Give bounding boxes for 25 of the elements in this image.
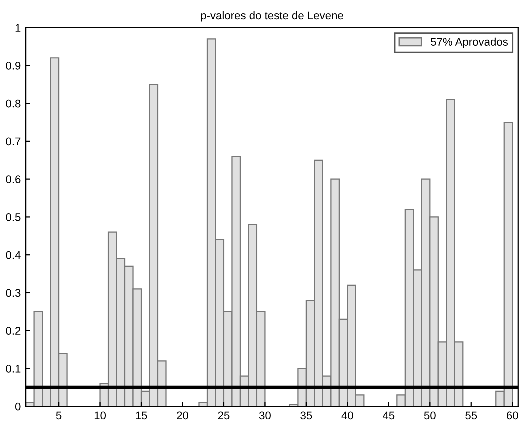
y-tick-label: 0.7 xyxy=(6,138,21,146)
x-tick-label: 50 xyxy=(424,412,436,420)
x-tick-label: 55 xyxy=(466,412,478,420)
chart-title: p-valores do teste de Levene xyxy=(201,11,344,22)
x-tick-label: 10 xyxy=(94,412,106,420)
y-tick-label: 0 xyxy=(15,402,21,411)
x-tick-label: 60 xyxy=(507,412,518,420)
y-tick-label: 0.9 xyxy=(6,62,21,70)
y-tick-label: 1 xyxy=(16,24,21,32)
y-tick-label: 0.5 xyxy=(6,213,21,222)
x-tick-label: 30 xyxy=(259,412,271,420)
y-tick-label: 0.6 xyxy=(6,176,21,184)
x-tick-label: 25 xyxy=(218,412,230,420)
x-tick-label: 40 xyxy=(342,412,354,420)
y-tick-label: 0.2 xyxy=(6,327,21,335)
x-tick-label: 5 xyxy=(56,412,62,420)
y-tick-label: 0.8 xyxy=(6,100,21,108)
x-tick-label: 15 xyxy=(136,412,148,420)
x-tick-label: 20 xyxy=(177,412,188,420)
y-tick-label: 0.4 xyxy=(6,251,21,260)
y-tick-label: 0.1 xyxy=(6,364,21,373)
y-tick-label: 0.3 xyxy=(6,289,21,298)
x-tick-label: 35 xyxy=(300,412,312,420)
legend-label: 57% Aprovados xyxy=(431,38,508,48)
x-tick-label: 45 xyxy=(382,412,395,420)
